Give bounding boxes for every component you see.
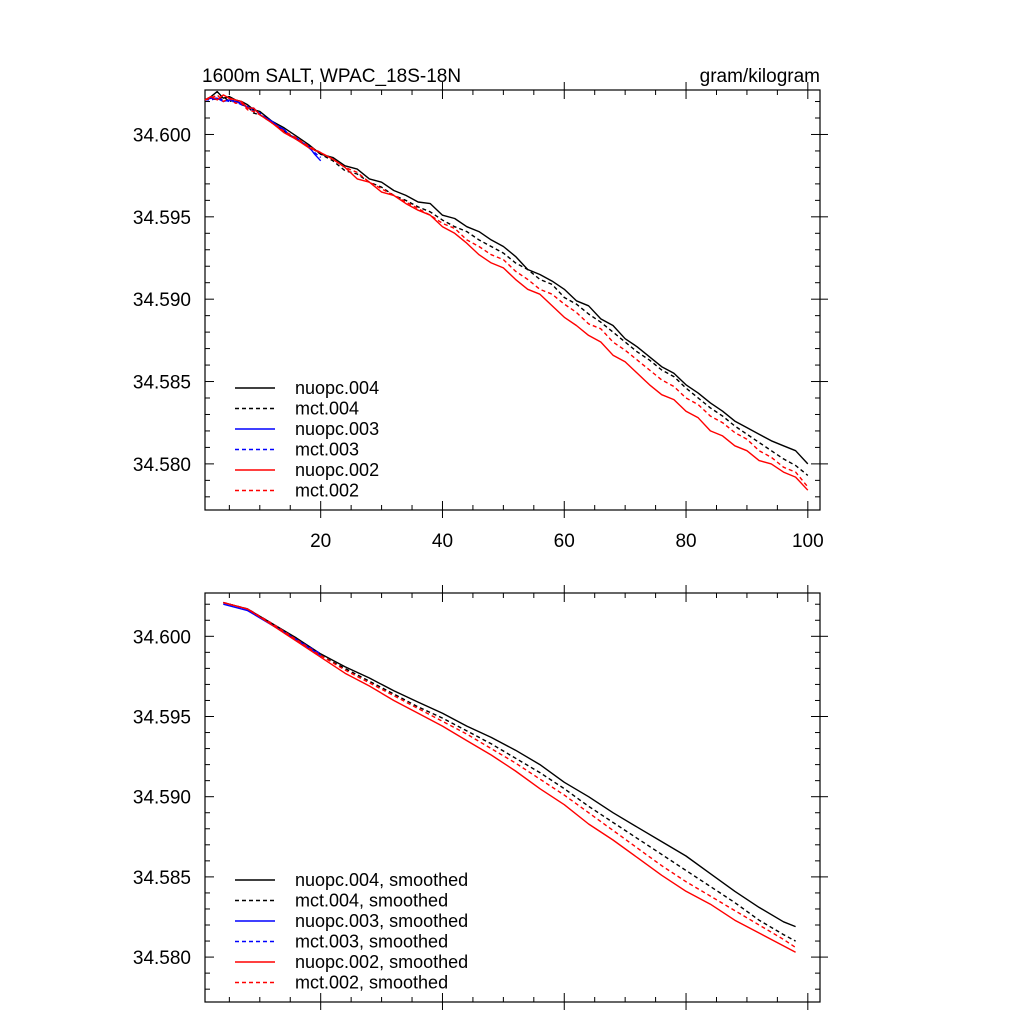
- smoothed-legend-label-nuopc-004-smoothed: nuopc.004, smoothed: [295, 870, 468, 890]
- raw-xtick-label-80: 80: [675, 531, 696, 552]
- raw-legend-label-nuopc-003: nuopc.003: [295, 419, 379, 439]
- smoothed-series-mct-004-smoothed: [223, 601, 796, 942]
- raw-series-nuopc-004: [204, 90, 809, 465]
- raw-plot-frame: [204, 89, 821, 511]
- raw-legend-label-nuopc-004: nuopc.004: [295, 378, 379, 398]
- raw-xtick-label-100: 100: [792, 531, 824, 552]
- raw-xtick-label-20: 20: [310, 531, 331, 552]
- raw-ytick-label-34-590: 34.590: [133, 290, 191, 311]
- smoothed-ytick-label-34-585: 34.585: [133, 868, 191, 889]
- raw-ytick-label-34-585: 34.585: [133, 373, 191, 394]
- smoothed-legend-label-nuopc-003-smoothed: nuopc.003, smoothed: [295, 911, 468, 931]
- smoothed-ytick-label-34-580: 34.580: [133, 948, 191, 969]
- smoothed-series-nuopc-002-smoothed: [223, 601, 796, 953]
- raw-xtick-label-40: 40: [432, 531, 453, 552]
- smoothed-ytick-label-34-595: 34.595: [133, 708, 191, 729]
- raw-ytick-label-34-580: 34.580: [133, 455, 191, 476]
- smoothed-series-mct-002-smoothed: [223, 601, 796, 949]
- smoothed-legend-label-mct-003-smoothed: mct.003, smoothed: [295, 932, 448, 952]
- raw-series-mct-002: [204, 94, 809, 488]
- raw-xtick-label-60: 60: [554, 531, 575, 552]
- raw-series-mct-003: [205, 97, 322, 159]
- smoothed-legend-label-nuopc-002-smoothed: nuopc.002, smoothed: [295, 952, 468, 972]
- chart-units: gram/kilogram: [700, 66, 820, 87]
- panel-raw: 20 40 60 80 100 34.580 34.585 34.590 34.595 34.60…: [133, 82, 828, 552]
- smoothed-ytick-label-34-600: 34.600: [133, 627, 191, 648]
- raw-legend-label-mct-002: mct.002: [295, 481, 359, 501]
- raw-legend-label-nuopc-002: nuopc.002: [295, 460, 379, 480]
- raw-series-nuopc-003: [204, 97, 322, 162]
- smoothed-plot-frame: [204, 592, 821, 1003]
- smoothed-series-nuopc-004-smoothed: [223, 601, 796, 928]
- raw-ytick-label-34-600: 34.600: [133, 125, 191, 146]
- raw-ytick-label-34-595: 34.595: [133, 208, 191, 229]
- panel-smoothed: 34.580 34.585 34.590 34.595 34.600 nuopc.004,…: [133, 585, 828, 1010]
- smoothed-legend-label-mct-002-smoothed: mct.002, smoothed: [295, 973, 448, 993]
- chart-title: 1600m SALT, WPAC_18S-18N: [202, 66, 461, 87]
- smoothed-ytick-label-34-590: 34.590: [133, 788, 191, 809]
- raw-legend-label-mct-003: mct.003: [295, 440, 359, 460]
- raw-legend-label-mct-004: mct.004: [295, 399, 359, 419]
- smoothed-legend-label-mct-004-smoothed: mct.004, smoothed: [295, 891, 448, 911]
